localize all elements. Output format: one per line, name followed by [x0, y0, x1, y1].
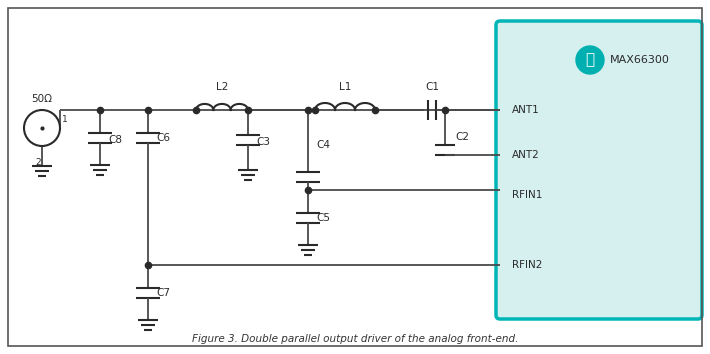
Text: C8: C8: [108, 135, 122, 145]
Text: L2: L2: [216, 82, 228, 92]
Text: 1: 1: [62, 115, 67, 125]
Text: Ⓜ: Ⓜ: [586, 52, 594, 68]
Text: C3: C3: [256, 137, 270, 147]
Text: C7: C7: [156, 288, 170, 298]
Text: ANT2: ANT2: [512, 150, 540, 160]
Text: 50Ω: 50Ω: [31, 94, 53, 104]
Text: C2: C2: [455, 132, 469, 142]
Text: Figure 3. Double parallel output driver of the analog front-end.: Figure 3. Double parallel output driver …: [192, 334, 518, 344]
Text: 2: 2: [36, 158, 40, 167]
Text: ANT1: ANT1: [512, 105, 540, 115]
Text: C5: C5: [316, 213, 330, 223]
Text: RFIN2: RFIN2: [512, 260, 542, 270]
Text: C1: C1: [425, 82, 439, 92]
Text: C6: C6: [156, 133, 170, 143]
Text: MAX66300: MAX66300: [610, 55, 670, 65]
Text: RFIN1: RFIN1: [512, 190, 542, 200]
Text: C4: C4: [316, 140, 330, 150]
Circle shape: [576, 46, 604, 74]
FancyBboxPatch shape: [496, 21, 702, 319]
Text: L1: L1: [339, 82, 351, 92]
